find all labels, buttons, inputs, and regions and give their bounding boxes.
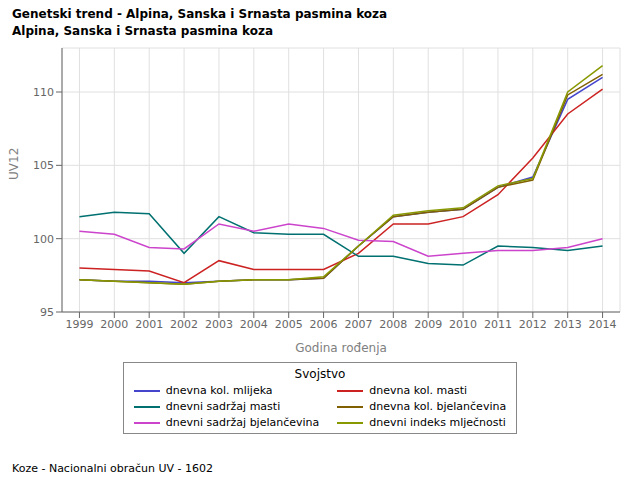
- svg-text:2004: 2004: [240, 318, 268, 331]
- svg-text:2002: 2002: [170, 318, 198, 331]
- svg-text:2006: 2006: [310, 318, 338, 331]
- svg-text:2009: 2009: [414, 318, 442, 331]
- html-text:dnevni sadržaj masti: dnevni sadržaj masti: [165, 400, 281, 413]
- svg-text:2010: 2010: [449, 318, 477, 331]
- html-text:Genetski trend - Alpina, Sansk: Genetski trend - Alpina, Sanska i Srnast…: [12, 7, 388, 21]
- svg-text:2000: 2000: [100, 318, 128, 331]
- svg-text:2012: 2012: [519, 318, 547, 331]
- svg-text:2007: 2007: [344, 318, 372, 331]
- svg-text:2003: 2003: [205, 318, 233, 331]
- svg-text:110: 110: [33, 86, 54, 99]
- svg-text:105: 105: [33, 159, 54, 172]
- svg-text:2011: 2011: [484, 318, 512, 331]
- html-text:Alpina, Sanska i Srnasta pasmi: Alpina, Sanska i Srnasta pasmina koza: [12, 24, 274, 38]
- svg-text:2008: 2008: [379, 318, 407, 331]
- svg-text:2005: 2005: [275, 318, 303, 331]
- html-text:Svojstvo: Svojstvo: [294, 367, 346, 381]
- html-text:dnevna kol. masti: dnevna kol. masti: [369, 384, 468, 397]
- svg-text:100: 100: [33, 233, 54, 246]
- svg-text:2014: 2014: [589, 318, 617, 331]
- html-text:Koze - Nacionalni obračun UV -: Koze - Nacionalni obračun UV - 1602: [12, 462, 213, 475]
- svg-text:2001: 2001: [135, 318, 163, 331]
- html-text:dnevna kol. mlijeka: dnevna kol. mlijeka: [165, 384, 273, 397]
- svg-text:UV12: UV12: [8, 148, 21, 180]
- svg-text:1999: 1999: [65, 318, 93, 331]
- html-text:dnevni indeks mlječnosti: dnevni indeks mlječnosti: [369, 416, 506, 429]
- svg-text:2013: 2013: [554, 318, 582, 331]
- svg-text:95: 95: [40, 306, 54, 319]
- svg-text:Godina rođenja: Godina rođenja: [295, 341, 387, 355]
- html-text:dnevni sadržaj bjelančevina: dnevni sadržaj bjelančevina: [165, 416, 320, 429]
- html-text:dnevna kol. bjelančevina: dnevna kol. bjelančevina: [369, 400, 507, 413]
